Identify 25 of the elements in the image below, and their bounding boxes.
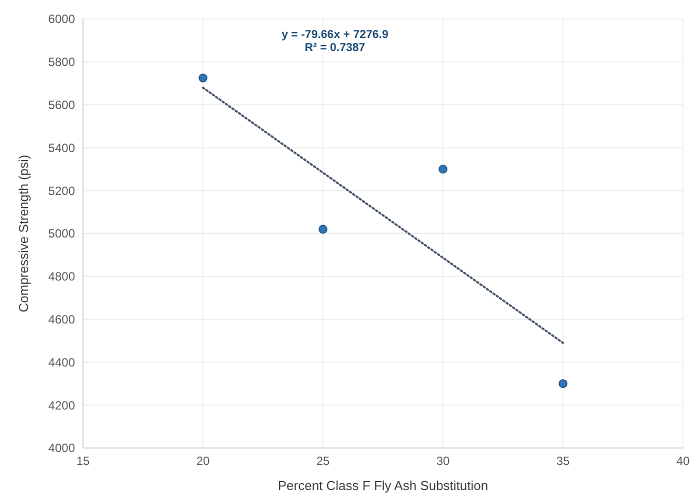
y-tick-label: 4000 <box>48 441 76 456</box>
x-tick-label: 20 <box>196 454 210 468</box>
y-tick-label: 5600 <box>48 98 76 112</box>
x-tick-label: 15 <box>76 454 90 468</box>
y-tick-label: 6000 <box>48 12 76 26</box>
y-tick-label: 4200 <box>48 398 76 412</box>
x-tick-label: 30 <box>436 454 450 468</box>
x-tick-label: 25 <box>316 454 330 468</box>
y-tick-label: 5200 <box>48 184 76 198</box>
y-tick-label: 5000 <box>48 226 76 241</box>
annotation: R² = 0.7387 <box>304 42 366 54</box>
y-tick-label: 5400 <box>48 140 76 155</box>
point <box>438 164 448 174</box>
point <box>198 74 208 82</box>
y-tick-label: 5800 <box>48 55 76 70</box>
y-tick-label: 4600 <box>48 312 76 326</box>
y-axis-title: Compressive Strength (psi) <box>16 154 31 312</box>
annotation: y = -79.66x + 7276.9 <box>282 29 388 41</box>
point <box>558 379 568 388</box>
x-axis-title: Percent Class F Fly Ash Substitution <box>278 478 488 493</box>
point <box>318 224 328 234</box>
x-tick-label: 40 <box>676 454 690 468</box>
y-tick-label: 4400 <box>48 355 76 370</box>
x-tick-label: 35 <box>556 454 570 468</box>
y-tick-label: 4800 <box>48 270 76 284</box>
